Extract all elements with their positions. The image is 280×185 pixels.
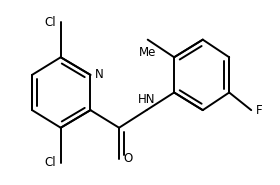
Text: N: N — [95, 68, 104, 81]
Text: Cl: Cl — [45, 157, 56, 169]
Text: HN: HN — [138, 93, 155, 106]
Text: O: O — [123, 152, 133, 165]
Text: Cl: Cl — [45, 16, 56, 28]
Text: F: F — [256, 104, 262, 117]
Text: Me: Me — [139, 46, 157, 59]
